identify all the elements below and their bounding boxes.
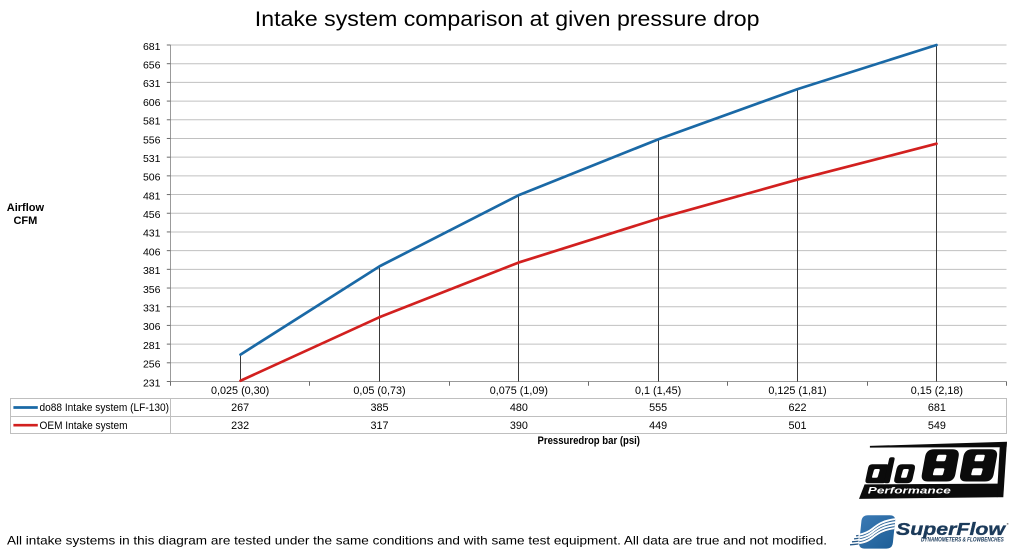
svg-text:555: 555: [649, 402, 667, 414]
svg-text:556: 556: [143, 134, 161, 146]
svg-text:406: 406: [143, 246, 161, 258]
svg-text:385: 385: [370, 402, 388, 414]
svg-text:449: 449: [649, 420, 667, 432]
svg-text:231: 231: [143, 377, 161, 389]
svg-text:0,075 (1,09): 0,075 (1,09): [490, 385, 548, 397]
svg-text:656: 656: [143, 59, 161, 71]
svg-text:0,15 (2,18): 0,15 (2,18): [911, 385, 963, 397]
svg-text:481: 481: [143, 190, 161, 202]
svg-text:606: 606: [143, 97, 161, 109]
svg-text:531: 531: [143, 153, 161, 165]
svg-text:CFM: CFM: [13, 215, 37, 227]
svg-text:Airflow: Airflow: [7, 202, 45, 214]
svg-text:267: 267: [231, 402, 249, 414]
svg-text:306: 306: [143, 321, 161, 333]
svg-text:0,125 (1,81): 0,125 (1,81): [768, 385, 826, 397]
svg-text:390: 390: [510, 420, 528, 432]
svg-text:681: 681: [928, 402, 946, 414]
svg-text:356: 356: [143, 284, 161, 296]
svg-text:681: 681: [143, 41, 161, 53]
svg-text:232: 232: [231, 420, 249, 432]
svg-text:456: 456: [143, 209, 161, 221]
svg-text:622: 622: [788, 402, 806, 414]
svg-text:381: 381: [143, 265, 161, 277]
svg-text:256: 256: [143, 359, 161, 371]
svg-text:331: 331: [143, 303, 161, 315]
svg-text:All intake systems in this dia: All intake systems in this diagram are t…: [7, 534, 827, 548]
svg-text:549: 549: [928, 420, 946, 432]
svg-text:OEM Intake system: OEM Intake system: [40, 420, 128, 432]
svg-text:DYNAMOMETERS & FLOWBENCHES: DYNAMOMETERS & FLOWBENCHES: [921, 537, 1004, 544]
svg-text:SuperFlow: SuperFlow: [896, 520, 1007, 540]
svg-text:431: 431: [143, 228, 161, 240]
svg-text:281: 281: [143, 340, 161, 352]
svg-text:317: 317: [370, 420, 388, 432]
svg-text:0,025 (0,30): 0,025 (0,30): [211, 385, 269, 397]
svg-text:0,05 (0,73): 0,05 (0,73): [353, 385, 405, 397]
svg-text:506: 506: [143, 172, 161, 184]
svg-text:631: 631: [143, 78, 161, 90]
svg-text:581: 581: [143, 116, 161, 128]
svg-text:480: 480: [510, 402, 528, 414]
svg-text:do88 Intake system (LF-130): do88 Intake system (LF-130): [40, 402, 170, 414]
svg-text:501: 501: [788, 420, 806, 432]
svg-text:Intake system comparison at gi: Intake system comparison at given pressu…: [255, 7, 760, 31]
svg-text:Pressuredrop bar (psi): Pressuredrop bar (psi): [538, 435, 641, 447]
svg-text:Performance: Performance: [868, 486, 951, 496]
svg-text:0,1 (1,45): 0,1 (1,45): [635, 385, 681, 397]
